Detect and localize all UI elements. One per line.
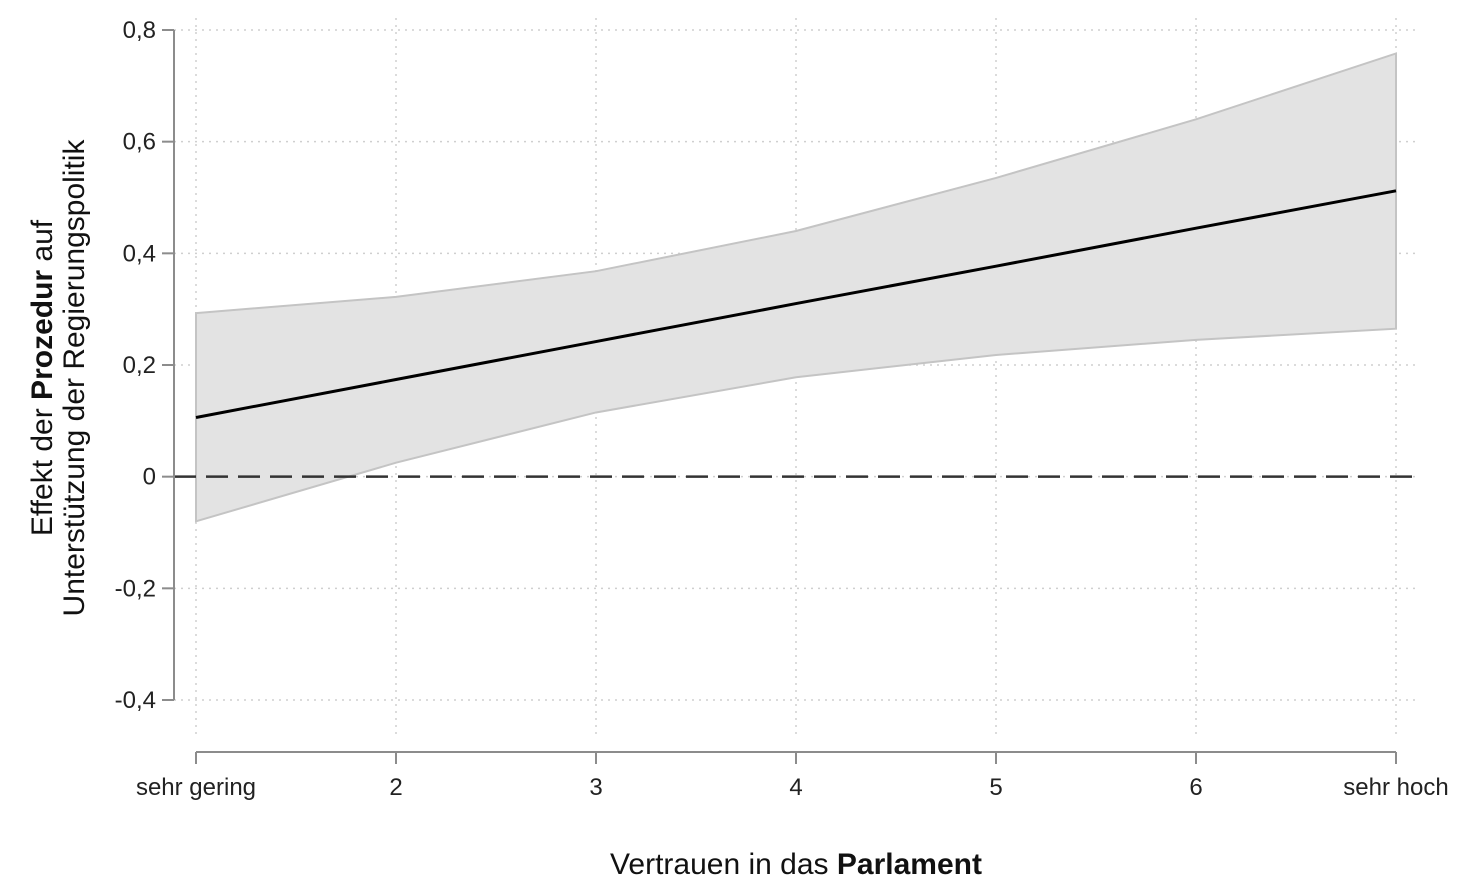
- confidence-band: [195, 52, 1397, 523]
- y-axis-title: Effekt der Prozedur auf Unterstützung de…: [26, 139, 91, 617]
- y-axis-title-line1: Effekt der Prozedur auf: [26, 219, 59, 536]
- y-tick-label: 0,4: [123, 240, 156, 267]
- x-tick-label: 2: [389, 774, 402, 801]
- y-tick-label: 0,2: [123, 352, 156, 379]
- y-tick-label: 0: [143, 464, 156, 491]
- y-tick-label: -0,2: [115, 575, 156, 602]
- effect-line: [195, 189, 1397, 419]
- confidence-band-group: [195, 52, 1397, 523]
- y-axis-title-line1-bold: Prozedur: [26, 270, 59, 400]
- y-axis-title-line1-b: auf: [26, 219, 59, 270]
- y-axis-title-line1-a: Effekt der: [26, 400, 59, 536]
- x-axis-title-bold: Parlament: [837, 848, 982, 881]
- x-tick-label: sehr hoch: [1343, 774, 1448, 801]
- x-tick-label: 4: [789, 774, 802, 801]
- y-axis-ticks: -0,4 -0,2 0 0,2 0,4 0,6 0,8: [115, 17, 174, 714]
- y-tick-label: 0,8: [123, 17, 156, 44]
- x-tick-label: 6: [1189, 774, 1202, 801]
- y-tick-label: -0,4: [115, 687, 156, 714]
- x-axis-ticks: sehr gering 2 3 4 5 6 sehr hoch: [136, 752, 1449, 801]
- y-tick-label: 0,6: [123, 129, 156, 156]
- y-axis-title-line2: Unterstützung der Regierungspolitik: [58, 139, 91, 617]
- x-tick-label: 3: [589, 774, 602, 801]
- x-axis-title: Vertrauen in das Parlament: [610, 848, 982, 881]
- x-tick-label: sehr gering: [136, 774, 256, 801]
- x-tick-label: 5: [989, 774, 1002, 801]
- effect-line-group: [195, 189, 1397, 419]
- x-axis-title-normal: Vertrauen in das: [610, 848, 837, 881]
